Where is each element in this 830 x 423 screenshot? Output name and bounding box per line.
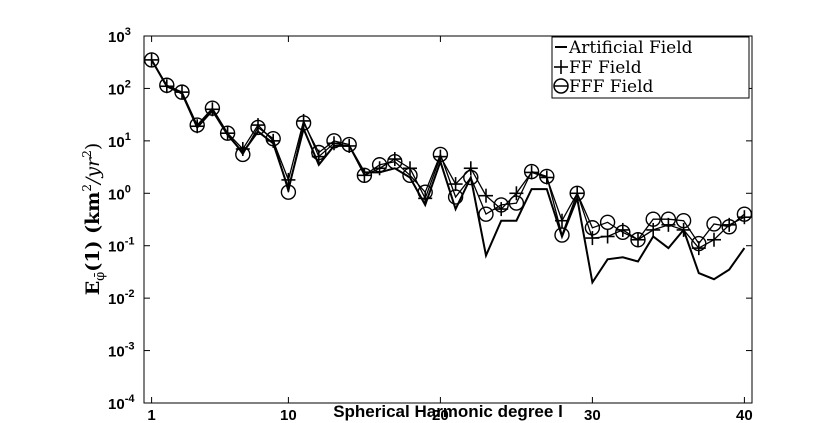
data-point-circle xyxy=(235,146,251,163)
data-point-circle xyxy=(493,197,509,213)
legend-label-artificial: Artificial Field xyxy=(568,38,693,58)
data-point-circle xyxy=(599,214,616,230)
data-point-circle xyxy=(204,100,221,116)
data-point-circle xyxy=(387,154,403,170)
data-point-circle xyxy=(174,84,190,100)
data-point-circle xyxy=(189,117,205,133)
data-point-plus xyxy=(676,222,691,237)
legend-box xyxy=(551,36,750,99)
svg-text:Eφ̄(1) (km2/yr2): Eφ̄(1) (km2/yr2) xyxy=(80,143,108,296)
data-point-circle xyxy=(371,157,388,173)
y-tick-label: 10-1 xyxy=(108,236,134,256)
data-point-circle xyxy=(675,212,692,229)
y-tick-label: 102 xyxy=(108,78,131,98)
data-point-circle xyxy=(219,125,236,141)
y-axis-label: Eφ̄(1) (km2/yr2) xyxy=(80,143,108,296)
data-point-plus xyxy=(585,231,600,246)
y-tick-label: 10-2 xyxy=(108,288,134,308)
y-tick-label: 101 xyxy=(108,131,131,151)
data-point-circle xyxy=(584,220,601,236)
data-point-circle xyxy=(280,184,297,200)
data-point-circle xyxy=(356,167,373,184)
data-point-plus xyxy=(479,188,493,203)
x-axis-label: Spherical Harmonic degree l xyxy=(333,402,563,421)
data-point-plus xyxy=(159,79,174,94)
x-tick-label: 20 xyxy=(432,407,449,423)
data-point-circle xyxy=(615,224,631,241)
data-point-circle xyxy=(432,146,449,163)
data-point-circle xyxy=(265,130,281,147)
y-tick-label: 10-3 xyxy=(108,341,134,361)
legend-marker-ff xyxy=(554,60,568,74)
data-point-circle xyxy=(402,167,418,184)
data-point-plus xyxy=(190,119,205,134)
data-point-circle xyxy=(463,169,479,186)
data-point-circle xyxy=(539,168,555,185)
y-tick-label: 100 xyxy=(108,183,131,203)
y-tick-label: 10-4 xyxy=(108,393,135,413)
series-line xyxy=(151,59,745,245)
data-point-plus xyxy=(600,229,615,244)
legend: Artificial Field FF Field FFF Field xyxy=(551,36,750,99)
data-point-circle xyxy=(645,211,661,227)
data-point-circle xyxy=(630,232,646,248)
data-point-circle xyxy=(706,216,722,232)
series-fff-field xyxy=(143,52,753,252)
data-point-circle xyxy=(660,211,677,227)
x-tick-label: 10 xyxy=(280,407,297,423)
data-point-circle xyxy=(447,189,464,205)
data-point-plus xyxy=(418,191,433,206)
legend-label-ff: FF Field xyxy=(569,58,642,78)
data-point-plus xyxy=(707,232,721,247)
series-line xyxy=(151,59,745,249)
data-point-circle xyxy=(417,184,433,200)
x-tick-label: 30 xyxy=(584,407,601,423)
data-point-circle xyxy=(523,163,540,180)
data-point-circle xyxy=(159,77,175,93)
data-point-circle xyxy=(311,144,327,161)
data-point-circle xyxy=(326,133,342,149)
data-point-circle xyxy=(554,227,570,243)
data-point-circle xyxy=(721,219,737,235)
x-tick-label: 40 xyxy=(736,407,753,423)
data-point-plus xyxy=(646,222,661,237)
legend-label-fff: FFF Field xyxy=(569,77,654,97)
data-point-plus xyxy=(463,161,478,176)
y-tick-label: 103 xyxy=(108,26,131,46)
data-point-circle xyxy=(250,119,266,136)
data-point-circle xyxy=(508,195,525,211)
x-tick-label: 1 xyxy=(147,407,155,423)
legend-marker-fff xyxy=(553,78,569,94)
data-point-circle xyxy=(569,185,585,201)
data-point-circle xyxy=(691,235,707,252)
data-point-circle xyxy=(341,136,357,153)
data-point-circle xyxy=(295,115,312,131)
data-point-circle xyxy=(478,206,494,222)
data-point-circle xyxy=(143,52,160,68)
data-point-circle xyxy=(736,206,753,222)
